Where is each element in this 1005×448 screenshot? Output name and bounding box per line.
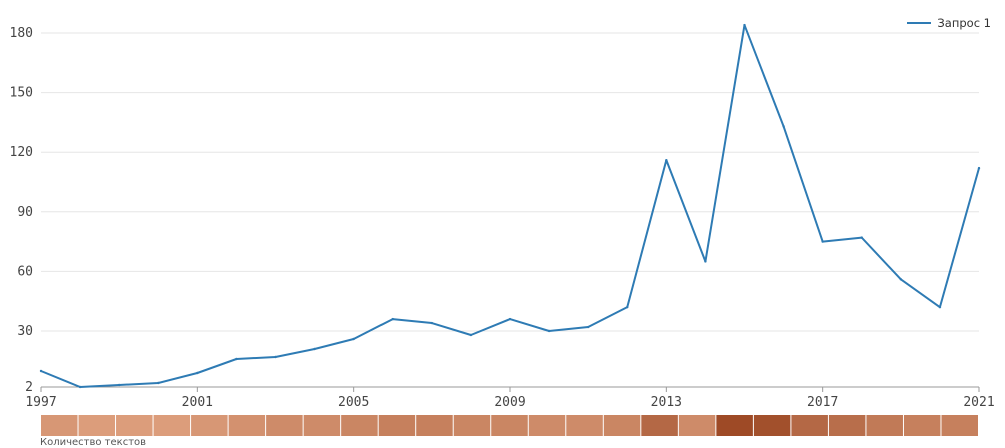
heatmap-cell — [528, 415, 566, 436]
heatmap-cell — [41, 415, 78, 436]
heatmap-cell — [78, 415, 116, 436]
y-tick-label: 2 — [25, 380, 33, 395]
y-tick-label: 180 — [10, 26, 33, 41]
data-point — [586, 325, 590, 329]
y-tick-label: 60 — [17, 264, 33, 279]
x-tick-label: 2017 — [807, 395, 838, 410]
data-point — [313, 347, 316, 351]
data-point — [782, 125, 785, 128]
data-point — [743, 23, 746, 27]
heatmap-cell — [791, 415, 828, 436]
heatmap-cell — [416, 415, 453, 436]
data-point — [274, 355, 277, 359]
heatmap-cell — [341, 415, 378, 436]
data-point — [117, 383, 121, 387]
heatmap-cell — [378, 415, 416, 436]
heatmap-cell — [828, 415, 866, 436]
data-point — [430, 321, 434, 325]
heatmap-cell — [228, 415, 266, 436]
heatmap-cell — [453, 415, 491, 436]
data-point — [352, 337, 355, 341]
data-point — [977, 166, 981, 170]
x-tick-label: 2001 — [182, 395, 213, 410]
heatmap-cell — [153, 415, 191, 436]
heatmap-caption: Количество текстов — [40, 437, 147, 448]
data-point — [157, 381, 160, 385]
data-point — [821, 240, 824, 243]
heatmap-cell — [303, 415, 341, 436]
data-point — [508, 317, 512, 321]
data-point — [235, 357, 238, 361]
heatmap-cell — [903, 415, 941, 436]
heatmap-cell — [716, 415, 753, 436]
y-tick-label: 30 — [17, 324, 33, 339]
heatmap-cell — [266, 415, 303, 436]
data-point — [626, 305, 629, 309]
data-point — [860, 236, 863, 239]
heatmap-cell — [566, 415, 603, 436]
heatmap-cell — [603, 415, 641, 436]
series-line — [40, 24, 980, 388]
y-tick-label: 150 — [10, 86, 33, 101]
data-point — [196, 371, 199, 375]
legend[interactable]: Запрос 1 — [903, 14, 995, 32]
heatmap-cell — [641, 415, 678, 436]
heatmap-cell — [753, 415, 791, 436]
data-point — [469, 333, 473, 337]
data-point — [938, 305, 942, 309]
data-point — [391, 317, 394, 321]
x-tick-label: 1997 — [25, 395, 56, 410]
x-tick-label: 2005 — [338, 395, 369, 410]
y-tick-label: 120 — [10, 145, 33, 160]
heatmap-cell — [191, 415, 228, 436]
heatmap-cell — [678, 415, 716, 436]
y-tick-label: 90 — [17, 205, 33, 220]
data-point — [899, 278, 903, 281]
heatmap-cell — [941, 415, 978, 436]
heatmap-cell — [116, 415, 153, 436]
x-tick-label: 2013 — [651, 395, 682, 410]
data-point — [39, 369, 43, 373]
data-point — [547, 329, 551, 333]
legend-swatch-icon — [907, 22, 932, 24]
x-tick-label: 2009 — [494, 395, 525, 410]
data-point — [704, 260, 707, 263]
data-point — [78, 385, 82, 389]
data-point — [665, 158, 668, 162]
heatmap-cell — [866, 415, 903, 436]
heatmap-cell — [491, 415, 528, 436]
x-tick-label: 2021 — [963, 395, 994, 410]
legend-label: Запрос 1 — [937, 16, 991, 30]
